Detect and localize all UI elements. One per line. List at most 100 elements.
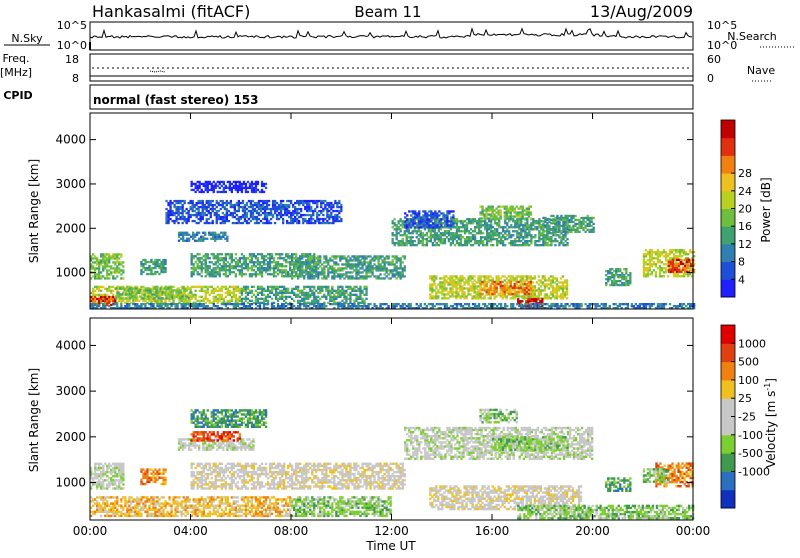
range-gate-cell <box>291 298 293 300</box>
range-gate-cell <box>292 222 294 224</box>
range-gate-cell <box>661 261 663 263</box>
range-gate-cell <box>649 255 651 257</box>
range-gate-cell <box>232 214 234 216</box>
range-gate-cell <box>524 217 526 219</box>
range-gate-cell <box>512 275 514 277</box>
range-gate-cell <box>377 275 379 277</box>
range-gate-cell <box>277 294 279 296</box>
range-gate-cell <box>531 300 533 302</box>
range-gate-cell <box>431 291 433 293</box>
range-gate-cell <box>447 283 449 285</box>
range-gate-cell <box>332 216 334 218</box>
range-gate-cell <box>226 236 228 238</box>
range-gate-cell <box>245 263 247 265</box>
range-gate-cell <box>375 275 377 277</box>
range-gate-cell <box>235 294 237 296</box>
range-gate-cell <box>295 259 297 261</box>
range-gate-cell <box>355 300 357 302</box>
range-gate-cell <box>554 229 556 231</box>
range-gate-cell <box>210 222 212 224</box>
range-gate-cell <box>661 269 663 271</box>
range-gate-cell <box>447 291 449 293</box>
range-gate-cell <box>267 296 269 298</box>
range-gate-cell <box>245 273 247 275</box>
range-gate-cell <box>327 292 329 294</box>
range-gate-cell <box>277 253 279 255</box>
range-gate-cell <box>146 273 148 275</box>
range-gate-cell <box>560 281 562 283</box>
range-gate-cell <box>580 221 582 223</box>
range-gate-cell <box>355 267 357 269</box>
range-gate-cell <box>269 269 271 271</box>
range-gate-cell <box>422 232 424 234</box>
range-gate-cell <box>490 234 492 236</box>
range-gate-cell <box>186 295 188 297</box>
range-gate-cell <box>283 296 285 298</box>
range-gate-cell <box>406 240 408 242</box>
range-gate-cell <box>143 289 145 291</box>
range-gate-cell <box>447 277 449 279</box>
range-gate-cell <box>247 298 249 300</box>
range-gate-cell <box>336 216 338 218</box>
range-gate-cell <box>558 287 560 289</box>
range-gate-cell <box>552 295 554 297</box>
range-gate-cell <box>566 291 568 293</box>
range-gate-cell <box>367 269 369 271</box>
range-gate-cell <box>205 292 207 294</box>
range-gate-cell <box>544 287 546 289</box>
range-gate-cell <box>297 257 299 259</box>
range-gate-cell <box>258 222 260 224</box>
range-gate-cell <box>542 283 544 285</box>
range-gate-cell <box>267 261 269 263</box>
range-gate-cell <box>195 261 197 263</box>
range-gate-cell <box>516 206 518 208</box>
range-gate-cell <box>444 240 446 242</box>
range-gate-cell <box>473 289 475 291</box>
range-gate-cell <box>294 208 296 210</box>
range-gate-cell <box>305 296 307 298</box>
range-gate-cell <box>504 287 506 289</box>
range-gate-cell <box>611 282 613 284</box>
range-gate-cell <box>285 275 287 277</box>
range-gate-cell <box>530 228 532 230</box>
range-gate-cell <box>518 240 520 242</box>
range-gate-cell <box>184 218 186 220</box>
range-gate-cell <box>251 286 253 288</box>
range-gate-cell <box>420 242 422 244</box>
range-gate-cell <box>131 287 133 289</box>
range-gate-cell <box>115 287 117 289</box>
range-gate-cell <box>516 244 518 246</box>
range-gate-cell <box>333 269 335 271</box>
range-gate-cell <box>258 202 260 204</box>
range-gate-cell <box>235 253 237 255</box>
range-gate-cell <box>375 255 377 257</box>
range-gate-cell <box>455 289 457 291</box>
range-gate-cell <box>229 265 231 267</box>
range-gate-cell <box>384 259 386 261</box>
range-gate-cell <box>647 267 649 269</box>
range-gate-cell <box>566 217 568 219</box>
range-gate-cell <box>514 215 516 217</box>
range-gate-cell <box>359 302 361 304</box>
range-gate-cell <box>570 219 572 221</box>
range-gate-cell <box>518 293 520 295</box>
range-gate-cell <box>490 224 492 226</box>
range-gate-cell <box>165 220 167 222</box>
range-gate-cell <box>426 234 428 236</box>
range-gate-cell <box>197 263 199 265</box>
range-gate-cell <box>337 290 339 292</box>
range-gate-cell <box>110 265 112 267</box>
range-gate-cell <box>649 265 651 267</box>
range-gate-cell <box>112 300 114 302</box>
range-gate-cell <box>245 288 247 290</box>
range-gate-cell <box>685 253 687 255</box>
range-gate-cell <box>478 228 480 230</box>
range-gate-cell <box>202 204 204 206</box>
range-gate-cell <box>447 293 449 295</box>
range-gate-cell <box>540 281 542 283</box>
range-gate-cell <box>303 255 305 257</box>
range-gate-cell <box>129 287 131 289</box>
range-gate-cell <box>241 288 243 290</box>
range-gate-cell <box>199 253 201 255</box>
range-gate-cell <box>186 289 188 291</box>
